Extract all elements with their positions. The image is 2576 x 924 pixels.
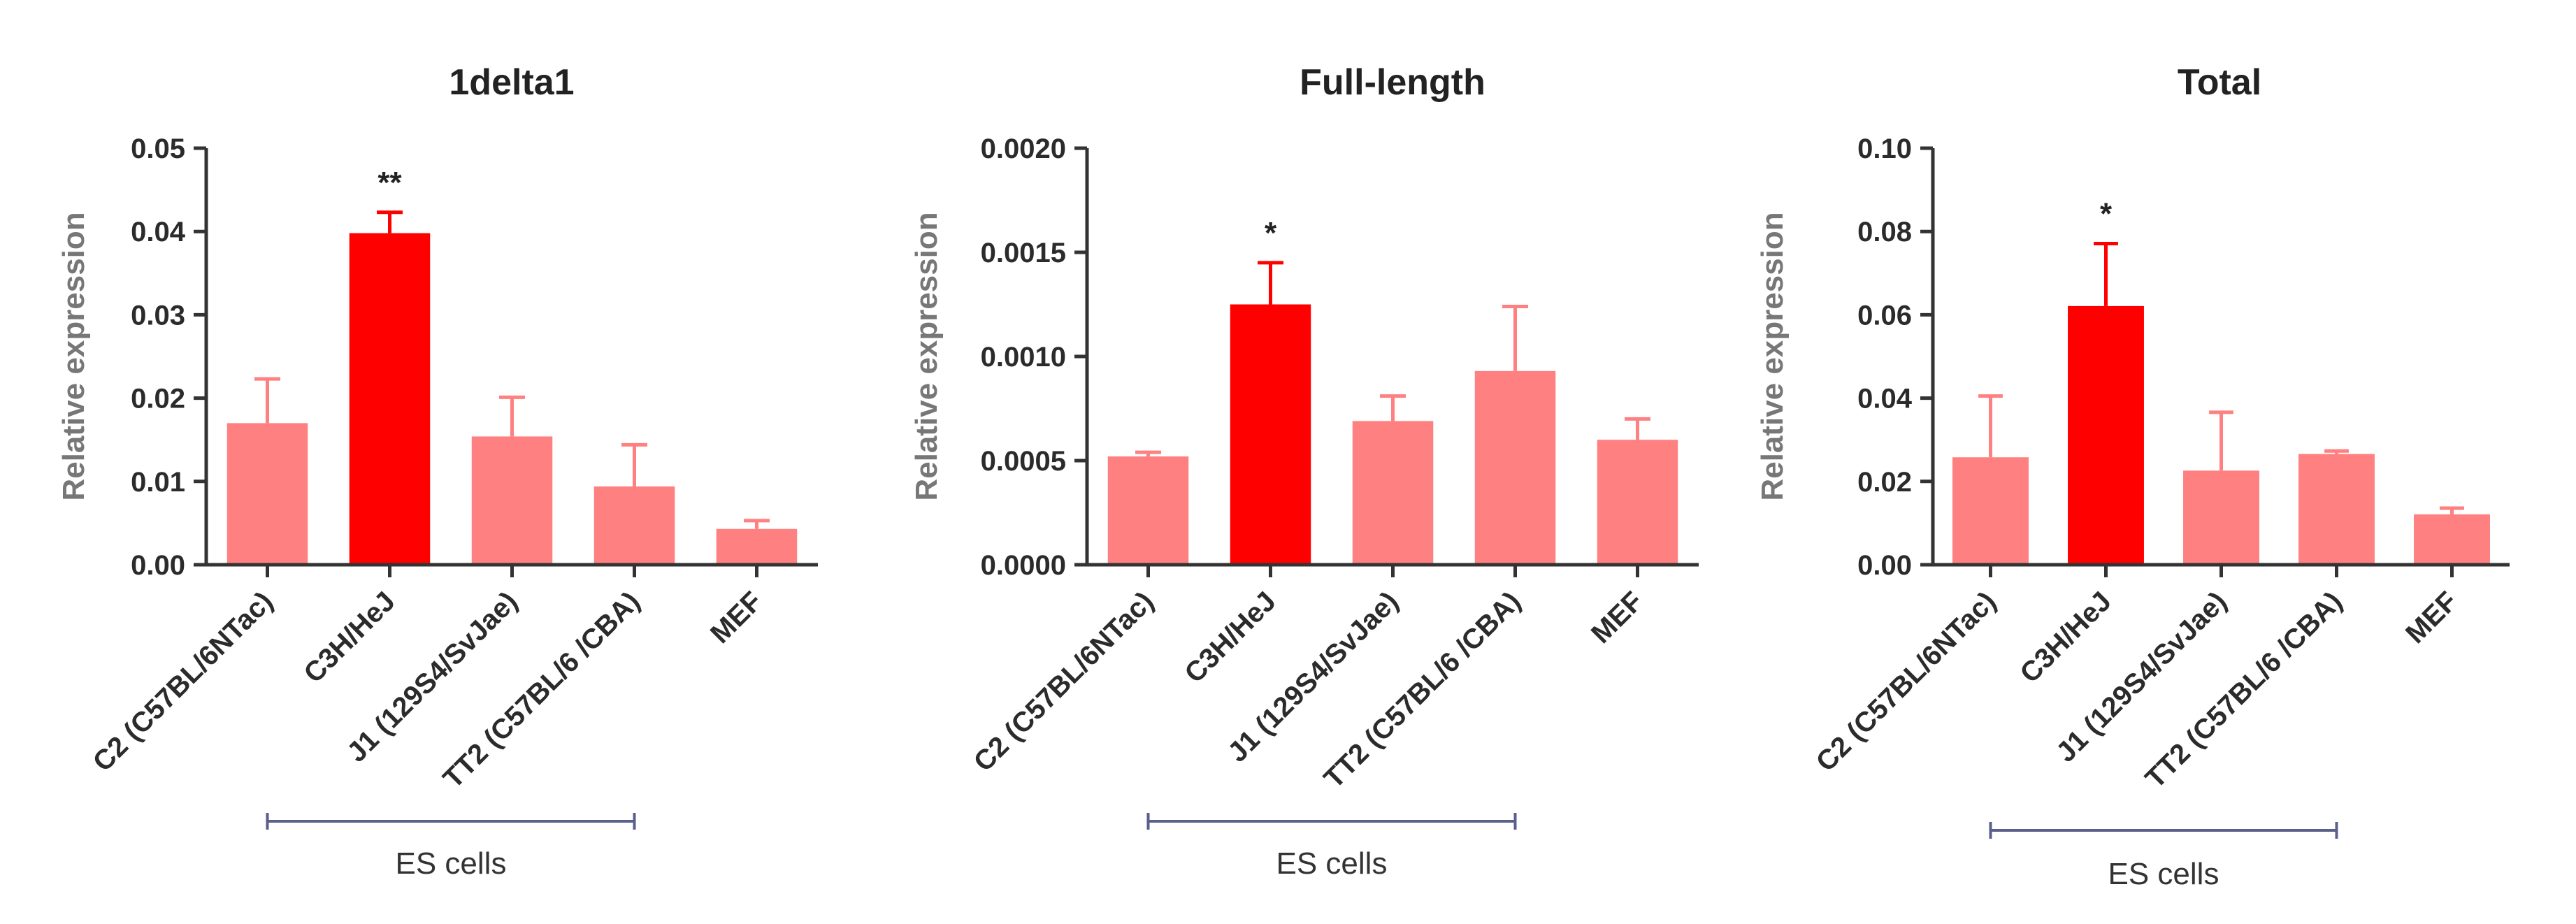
- x-tick-label: TT2 (C57BL/6 /CBA): [438, 586, 646, 794]
- y-tick-label: 0.08: [1857, 217, 1912, 247]
- significance-label: *: [1265, 216, 1277, 250]
- bar: [1952, 457, 2029, 565]
- error-bar: [621, 442, 647, 486]
- x-tick-label: TT2 (C57BL/6 /CBA): [1318, 586, 1527, 794]
- bar: [349, 233, 431, 565]
- chart-title: Total: [2178, 62, 2261, 103]
- error-bar: [1625, 417, 1650, 440]
- error-bar: [2209, 410, 2233, 471]
- y-axis-label: Relative expression: [909, 212, 944, 500]
- y-tick-label: 0.02: [131, 384, 185, 414]
- chart-title: 1delta1: [449, 62, 574, 103]
- bar: [716, 528, 798, 565]
- y-tick-label: 0.0005: [981, 446, 1066, 477]
- group-label: ES cells: [1276, 846, 1388, 881]
- group-bracket: [1146, 813, 1517, 830]
- y-tick-label: 0.03: [131, 300, 185, 331]
- x-tick-label: MEF: [1585, 586, 1649, 649]
- y-tick-label: 0.00: [1857, 550, 1912, 581]
- x-tick-label: TT2 (C57BL/6 /CBA): [2140, 586, 2348, 794]
- error-bar: [499, 395, 525, 437]
- bar: [1230, 304, 1311, 565]
- x-tick-label: C3H/HeJ: [2014, 586, 2117, 688]
- y-tick-label: 0.00: [131, 550, 185, 581]
- y-tick-label: 0.01: [131, 467, 185, 498]
- y-tick-label: 0.0015: [981, 238, 1066, 268]
- chart-panel: 1delta1 Relative expression ** 0.00 0.01 0.02…: [57, 62, 818, 881]
- bar: [1352, 421, 1434, 565]
- y-tick-label: 0.02: [1857, 467, 1912, 498]
- y-axis-label: Relative expression: [1755, 212, 1790, 500]
- error-bar: [254, 377, 280, 424]
- chart-panel: Full-length Relative expression * 0.0000 0.0…: [909, 62, 1699, 881]
- y-tick-label: 0.05: [131, 133, 185, 164]
- y-tick-label: 0.06: [1857, 300, 1912, 331]
- y-tick-label: 0.0020: [981, 133, 1066, 164]
- error-bar: [2094, 241, 2118, 306]
- error-bar: [377, 210, 403, 233]
- error-bar: [1135, 450, 1161, 457]
- y-tick-label: 0.0000: [981, 550, 1066, 581]
- y-axis-label: Relative expression: [57, 212, 91, 500]
- bar: [2298, 454, 2375, 565]
- error-bar: [2324, 449, 2349, 454]
- x-tick-label: C3H/HeJ: [298, 586, 401, 688]
- bar: [471, 436, 553, 565]
- x-tick-label: C2 (C57BL/6NTac): [1811, 586, 2002, 777]
- bar: [2068, 305, 2144, 565]
- group-bracket: [1989, 822, 2338, 839]
- group-bracket: [266, 813, 636, 830]
- x-tick-label: MEF: [2400, 586, 2463, 649]
- error-bar: [1380, 394, 1406, 421]
- bar: [1597, 440, 1678, 565]
- significance-label: *: [2100, 196, 2113, 231]
- error-bar: [1502, 304, 1528, 371]
- error-bar: [2440, 506, 2464, 514]
- group-label: ES cells: [2108, 857, 2219, 891]
- group-label: ES cells: [396, 846, 507, 881]
- y-tick-label: 0.04: [1857, 384, 1913, 414]
- chart-title: Full-length: [1300, 62, 1485, 103]
- error-bar: [1978, 394, 2003, 458]
- bar: [226, 423, 308, 565]
- bar: [1107, 456, 1189, 565]
- significance-label: **: [377, 166, 402, 200]
- x-tick-label: C3H/HeJ: [1179, 586, 1281, 688]
- error-bar: [1258, 261, 1283, 305]
- bar: [2414, 514, 2490, 565]
- bar: [1474, 370, 1556, 565]
- error-bar: [744, 519, 770, 529]
- x-tick-label: C2 (C57BL/6NTac): [968, 586, 1160, 777]
- bar: [593, 486, 675, 565]
- x-tick-label: MEF: [705, 586, 768, 649]
- bar: [2183, 470, 2259, 565]
- chart-panel: Total Relative expression * 0.00 0.02 0.04 0.0…: [1755, 62, 2510, 891]
- x-tick-label: C2 (C57BL/6NTac): [87, 586, 279, 777]
- y-tick-label: 0.0010: [981, 342, 1066, 373]
- y-tick-label: 0.04: [131, 217, 186, 247]
- y-tick-label: 0.10: [1857, 133, 1912, 164]
